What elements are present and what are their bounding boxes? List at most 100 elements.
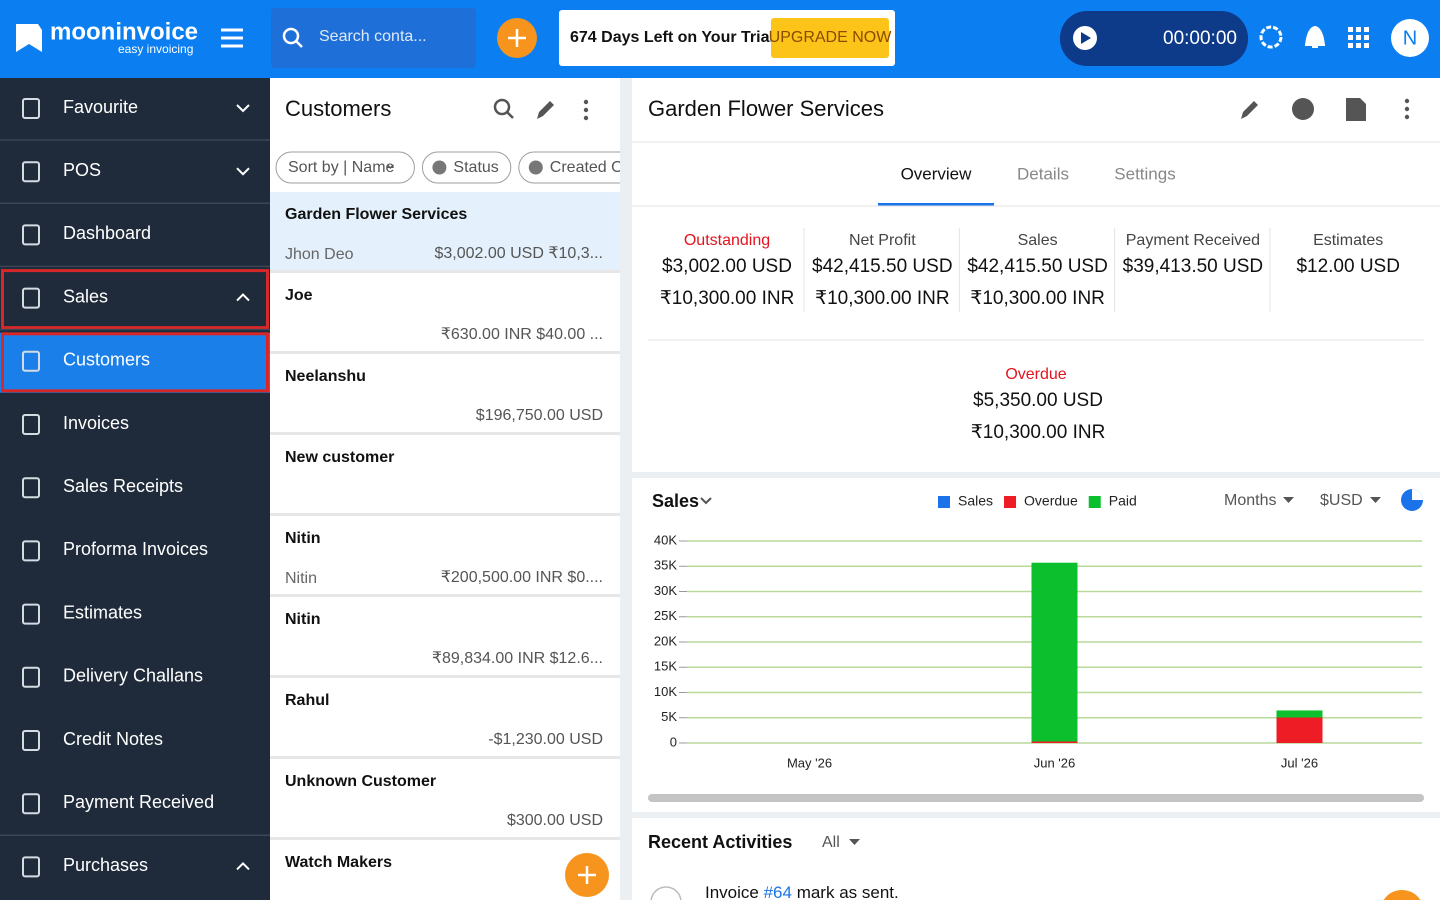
tab[interactable]: Settings — [1114, 164, 1175, 183]
timer-value: 00:00:00 — [1163, 28, 1237, 49]
customer-amount: -$1,230.00 USD — [488, 731, 603, 748]
tab[interactable]: Details — [1017, 164, 1069, 183]
search-customers[interactable] — [493, 98, 511, 116]
logo-icon — [16, 24, 42, 52]
y-tick-label: 20K — [654, 633, 677, 648]
row-divider — [270, 432, 620, 435]
customer-row[interactable] — [270, 597, 620, 675]
customer-name: Watch Makers — [285, 854, 392, 871]
stat-label: Estimates — [1313, 232, 1383, 249]
menu-label: Dashboard — [63, 223, 151, 243]
row-divider — [270, 270, 620, 273]
menu-icon — [22, 224, 40, 246]
customer-row[interactable] — [270, 273, 620, 351]
customer-amount: $196,750.00 USD — [476, 407, 603, 424]
y-tick-label: 40K — [654, 532, 677, 547]
activity-text: Invoice #64 mark as sent. — [705, 883, 899, 900]
menu-icon — [22, 730, 40, 751]
chart-title-dropdown[interactable] — [700, 497, 712, 505]
apps-icon[interactable] — [1348, 27, 1369, 48]
customer-row[interactable] — [270, 678, 620, 756]
menu-label: POS — [63, 160, 101, 180]
currency-arrow — [1370, 497, 1381, 503]
legend-label[interactable]: Paid — [1109, 493, 1137, 509]
menu-label: Estimates — [63, 602, 142, 622]
activities-filter[interactable]: All — [822, 834, 840, 851]
menu-item[interactable] — [0, 141, 270, 203]
sidebar-menu: Favourite POS Dashboard Sales Customers Invoi… — [0, 97, 270, 878]
payment-icon[interactable] — [1292, 98, 1314, 120]
customer-name: Nitin — [285, 611, 321, 628]
currency-select[interactable]: $USD — [1320, 492, 1363, 509]
bar — [1031, 562, 1078, 742]
menu-item[interactable] — [0, 394, 270, 456]
filter-chip[interactable]: Sort by | Name — [275, 151, 415, 184]
y-tick-label: 5K — [661, 709, 677, 724]
y-tick-label: 25K — [654, 608, 677, 623]
customer-row[interactable] — [270, 516, 620, 594]
activity-link[interactable]: #64 — [764, 883, 792, 900]
filter-arrow — [849, 839, 860, 845]
section-divider — [632, 812, 1440, 818]
period-select[interactable]: Months — [1224, 492, 1276, 509]
chip-icon — [432, 160, 447, 175]
detail-more-icon[interactable] — [1404, 98, 1410, 120]
notifications-icon[interactable] — [1304, 25, 1326, 48]
chip-icon — [528, 160, 543, 175]
customer-row[interactable] — [270, 435, 620, 513]
stat-value: ₹10,300.00 INR — [815, 288, 950, 309]
stat-value: $12.00 USD — [1296, 256, 1400, 277]
y-tick-label: 35K — [654, 558, 677, 573]
add-activity-button[interactable] — [1380, 890, 1424, 900]
overdue-box: Overdue $5,350.00 USD ₹10,300.00 INR — [971, 366, 1106, 443]
avatar[interactable] — [1391, 19, 1429, 57]
search-box[interactable] — [271, 8, 476, 68]
customer-name: Nitin — [285, 530, 321, 547]
menu-label: Purchases — [63, 855, 148, 875]
customer-name: Joe — [285, 287, 313, 304]
stat-value: ₹10,300.00 INR — [660, 288, 795, 309]
customer-row[interactable] — [270, 354, 620, 432]
stat-value: $39,413.50 USD — [1123, 256, 1264, 277]
chart-title: Sales — [652, 491, 699, 511]
legend-label[interactable]: Overdue — [1024, 493, 1078, 509]
legend: Sales Overdue Paid — [938, 493, 1137, 509]
search-customers-handle — [506, 111, 514, 119]
y-tick-label: 15K — [654, 659, 677, 674]
legend-label[interactable]: Sales — [958, 493, 993, 509]
customer-contact: Jhon Deo — [285, 246, 354, 263]
menu-label: Sales — [63, 286, 108, 306]
menu-chevron — [236, 861, 250, 871]
customer-row[interactable] — [270, 192, 620, 270]
customer-row[interactable] — [270, 759, 620, 837]
stat-label: Sales — [1018, 232, 1058, 249]
menu-label: Sales Receipts — [63, 476, 183, 496]
stats: Outstanding $3,002.00 USD ₹10,300.00 INR Ne… — [660, 228, 1400, 312]
stat-label: Outstanding — [684, 232, 770, 249]
document-icon[interactable] — [1346, 98, 1366, 121]
x-tick-label: Jul '26 — [1281, 755, 1318, 770]
menu-button[interactable] — [221, 28, 243, 48]
chip-border — [518, 151, 620, 184]
customer-name: Garden Flower Services — [285, 206, 467, 223]
more-icon[interactable] — [583, 99, 589, 121]
row-divider — [270, 513, 620, 516]
upgrade-button[interactable] — [771, 18, 889, 58]
scrollbar — [648, 794, 1424, 802]
play-icon — [1081, 32, 1091, 44]
menu-item[interactable] — [0, 268, 270, 330]
bar — [1031, 741, 1078, 743]
filter-chips: Sort by | Name Status Created On — [275, 151, 645, 184]
settings-icon[interactable] — [1259, 25, 1283, 49]
customer-row[interactable] — [270, 840, 620, 900]
tab[interactable]: Overview — [901, 164, 973, 183]
detail-panel — [632, 78, 1440, 900]
edit-customer-icon[interactable] — [1241, 101, 1258, 119]
filter-chip[interactable]: Created On — [518, 151, 645, 184]
trial-text: 674 Days Left on Your Trial — [570, 29, 774, 46]
filter-chip[interactable]: Status — [421, 151, 512, 184]
edit-icon[interactable] — [537, 101, 554, 119]
menu-icon — [22, 540, 40, 562]
panel-divider — [620, 78, 632, 900]
